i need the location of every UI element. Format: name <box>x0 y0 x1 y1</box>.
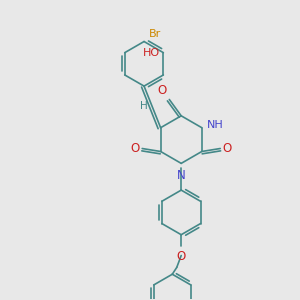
Text: Br: Br <box>148 29 161 39</box>
Text: O: O <box>177 250 186 262</box>
Text: H: H <box>140 101 148 111</box>
Text: HO: HO <box>143 48 160 58</box>
Text: O: O <box>223 142 232 155</box>
Text: O: O <box>130 142 140 155</box>
Text: O: O <box>158 84 167 97</box>
Text: NH: NH <box>207 120 224 130</box>
Text: N: N <box>177 169 186 182</box>
